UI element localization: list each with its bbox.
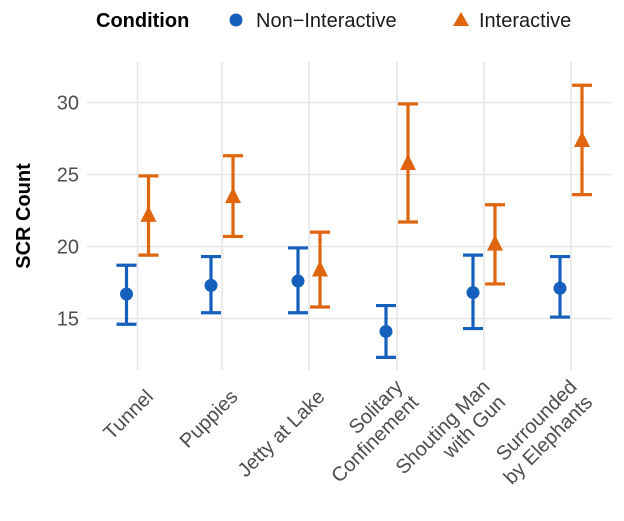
series-interactive	[138, 83, 592, 309]
x-tick-label: Jetty at Lake	[234, 386, 330, 482]
vertical-gridlines	[136, 62, 572, 370]
x-tick-label: Surroundedby Elephants	[484, 376, 597, 489]
horizontal-gridlines	[87, 101, 612, 320]
data-point	[379, 324, 393, 338]
data-point	[466, 286, 480, 300]
x-tick-label-line: Jetty at Lake	[234, 386, 330, 482]
data-point	[120, 287, 133, 301]
y-axis-tick-labels: 15 20 25 30	[57, 93, 79, 331]
legend-title: Condition	[96, 10, 189, 32]
y-tick-label: 25	[57, 165, 79, 187]
y-tick-label: 30	[57, 93, 79, 115]
legend-label-non-interactive: Non−Interactive	[256, 10, 397, 32]
legend-label-interactive: Interactive	[479, 10, 571, 32]
data-point	[291, 274, 305, 288]
x-tick-label-line: Tunnel	[100, 386, 158, 444]
data-point	[487, 234, 503, 251]
data-point	[400, 153, 416, 170]
legend-entry-non-interactive: Non−Interactive	[229, 10, 397, 32]
data-point	[312, 260, 328, 277]
data-point	[204, 278, 218, 292]
legend-key-circle-icon	[229, 13, 243, 27]
x-tick-label: Tunnel	[100, 386, 158, 444]
y-axis-title: SCR Count	[13, 163, 35, 269]
plot-panel	[87, 62, 612, 370]
data-point	[553, 281, 567, 295]
x-tick-label: Puppies	[176, 386, 243, 453]
data-point	[140, 205, 157, 222]
x-tick-label-line: Puppies	[176, 386, 243, 453]
legend-key-triangle-icon	[453, 12, 469, 26]
series-non-interactive	[116, 246, 570, 359]
legend: Condition Non−Interactive Interactive	[96, 10, 571, 32]
data-point	[574, 130, 590, 147]
data-marks	[116, 83, 592, 359]
legend-entry-interactive: Interactive	[453, 10, 571, 32]
y-tick-label: 15	[57, 309, 79, 331]
data-point	[225, 187, 241, 204]
y-tick-label: 20	[57, 237, 79, 259]
